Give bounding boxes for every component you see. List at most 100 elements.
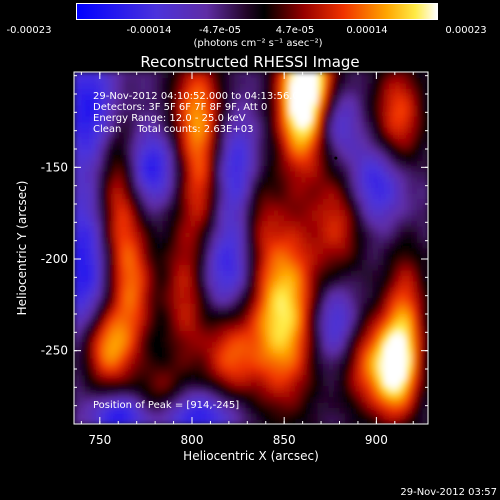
heatmap-cell [151, 352, 158, 359]
heatmap-cell [350, 165, 357, 172]
heatmap-cell [262, 264, 269, 271]
heatmap-cell [322, 286, 330, 293]
heatmap-cell [394, 226, 401, 233]
heatmap-cell [356, 308, 363, 315]
heatmap-cell [223, 116, 230, 123]
heatmap-cell [322, 319, 330, 326]
heatmap-cell [101, 182, 108, 189]
heatmap-cell [123, 226, 130, 233]
heatmap-cell [295, 149, 302, 156]
heatmap-cell [300, 121, 307, 128]
heatmap-cell [123, 193, 130, 200]
heatmap-cell [416, 292, 424, 299]
heatmap-cell [367, 319, 374, 326]
heatmap-cell [422, 204, 428, 211]
x-tick-label: 750 [88, 433, 111, 447]
heatmap-cell [350, 105, 357, 112]
heatmap-cell [273, 297, 280, 304]
heatmap-cell [251, 242, 258, 249]
heatmap-cell [284, 270, 291, 277]
heatmap-cell [416, 347, 424, 354]
heatmap-cell [400, 270, 407, 277]
heatmap-cell [306, 132, 313, 139]
heatmap-cell [317, 110, 324, 117]
heatmap-cell [145, 204, 153, 211]
heatmap-cell [356, 77, 363, 84]
heatmap-cell [295, 143, 302, 150]
heatmap-cell [151, 286, 158, 293]
heatmap-cell [201, 204, 208, 211]
heatmap-cell [345, 407, 352, 414]
heatmap-cell [85, 259, 92, 266]
heatmap-cell [405, 325, 413, 332]
heatmap-cell [190, 154, 197, 161]
heatmap-cell [118, 116, 125, 123]
heatmap-cell [217, 99, 224, 106]
heatmap-cell [228, 226, 236, 233]
heatmap-cell [239, 198, 247, 205]
heatmap-cell [201, 77, 208, 84]
heatmap-cell [212, 270, 219, 277]
heatmap-cell [101, 204, 108, 211]
heatmap-cell [85, 187, 92, 194]
heatmap-cell [295, 264, 302, 271]
heatmap-cell [168, 154, 175, 161]
heatmap-cell [206, 237, 213, 244]
heatmap-cell [295, 193, 302, 200]
heatmap-cell [311, 341, 318, 348]
heatmap-cell [411, 352, 418, 359]
heatmap-cell [422, 352, 428, 359]
heatmap-cell [228, 385, 236, 392]
heatmap-cell [367, 149, 374, 156]
heatmap-cell [96, 237, 103, 244]
heatmap-cell [101, 363, 108, 370]
heatmap-cell [201, 380, 208, 387]
heatmap-cell [267, 391, 274, 398]
heatmap-cell [245, 391, 252, 398]
heatmap-cell [411, 314, 418, 321]
heatmap-cell [134, 121, 141, 128]
heatmap-cell [278, 72, 285, 79]
heatmap-cell [267, 237, 274, 244]
heatmap-cell [107, 193, 114, 200]
heatmap-cell [239, 121, 247, 128]
heatmap-cell [284, 165, 291, 172]
heatmap-cell [389, 418, 396, 424]
heatmap-cell [367, 363, 374, 370]
heatmap-cell [389, 226, 396, 233]
heatmap-cell [179, 292, 186, 299]
heatmap-cell [405, 226, 413, 233]
heatmap-cell [85, 352, 92, 359]
heatmap-cell [190, 347, 197, 354]
heatmap-cell [378, 215, 385, 222]
heatmap-cell [123, 154, 130, 161]
heatmap-cell [311, 402, 318, 409]
heatmap-cell [251, 270, 258, 277]
heatmap-cell [367, 121, 374, 128]
heatmap-cell [278, 182, 285, 189]
heatmap-cell [416, 193, 424, 200]
heatmap-cell [96, 363, 103, 370]
heatmap-cell [416, 407, 424, 414]
heatmap-cell [306, 281, 313, 288]
heatmap-cell [101, 237, 108, 244]
heatmap-cell [245, 275, 252, 282]
heatmap-cell [405, 407, 413, 414]
heatmap-cell [300, 165, 307, 172]
heatmap-cell [79, 220, 86, 227]
heatmap-cell [79, 105, 86, 112]
heatmap-cell [256, 171, 263, 178]
heatmap-cell [107, 187, 114, 194]
heatmap-cell [101, 418, 108, 424]
heatmap-cell [328, 160, 335, 167]
heatmap-cell [85, 308, 92, 315]
heatmap-cell [251, 396, 258, 403]
heatmap-cell [400, 418, 407, 424]
heatmap-cell [96, 226, 103, 233]
heatmap-cell [262, 374, 269, 381]
heatmap-cell [356, 347, 363, 354]
heatmap-cell [361, 264, 368, 271]
heatmap-cell [317, 160, 324, 167]
heatmap-cell [118, 132, 125, 139]
heatmap-cell [367, 407, 374, 414]
